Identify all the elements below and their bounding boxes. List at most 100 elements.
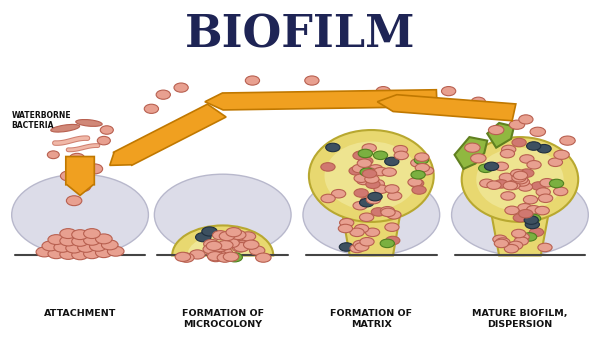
Ellipse shape — [67, 196, 82, 206]
Ellipse shape — [479, 179, 494, 187]
Ellipse shape — [554, 150, 569, 159]
Ellipse shape — [179, 253, 194, 262]
Ellipse shape — [560, 136, 575, 145]
Ellipse shape — [357, 159, 371, 167]
Ellipse shape — [83, 249, 100, 259]
Ellipse shape — [48, 249, 65, 259]
Ellipse shape — [83, 229, 100, 238]
Ellipse shape — [223, 252, 239, 261]
Ellipse shape — [211, 250, 227, 260]
Ellipse shape — [550, 179, 563, 188]
Ellipse shape — [359, 199, 374, 207]
Ellipse shape — [385, 157, 399, 166]
Ellipse shape — [95, 234, 112, 244]
Ellipse shape — [410, 159, 425, 167]
Ellipse shape — [527, 142, 541, 150]
Ellipse shape — [207, 250, 222, 259]
Circle shape — [154, 174, 291, 256]
Ellipse shape — [394, 145, 407, 154]
Ellipse shape — [410, 179, 424, 187]
Circle shape — [11, 174, 148, 256]
Ellipse shape — [51, 125, 80, 132]
Ellipse shape — [518, 209, 533, 218]
Ellipse shape — [358, 149, 373, 158]
Ellipse shape — [386, 236, 400, 245]
Ellipse shape — [77, 242, 94, 252]
Ellipse shape — [387, 211, 401, 219]
Ellipse shape — [354, 151, 368, 159]
Ellipse shape — [321, 194, 335, 203]
Ellipse shape — [325, 141, 418, 210]
Ellipse shape — [47, 151, 59, 159]
Ellipse shape — [512, 173, 526, 182]
Ellipse shape — [353, 240, 367, 249]
Ellipse shape — [208, 252, 223, 261]
Ellipse shape — [54, 242, 71, 252]
Ellipse shape — [515, 178, 530, 186]
Ellipse shape — [493, 235, 507, 243]
Ellipse shape — [509, 120, 524, 129]
Ellipse shape — [107, 246, 124, 256]
Ellipse shape — [548, 158, 563, 167]
Polygon shape — [340, 202, 402, 256]
Ellipse shape — [101, 240, 118, 250]
Text: MATURE BIOFILM,
DISPERSION: MATURE BIOFILM, DISPERSION — [472, 308, 568, 329]
Ellipse shape — [156, 90, 170, 99]
Ellipse shape — [412, 186, 426, 194]
Ellipse shape — [365, 175, 379, 183]
Ellipse shape — [368, 165, 383, 173]
Ellipse shape — [230, 230, 246, 239]
Ellipse shape — [394, 151, 409, 160]
Wedge shape — [187, 234, 258, 256]
Ellipse shape — [503, 181, 517, 190]
Ellipse shape — [362, 168, 377, 176]
Ellipse shape — [60, 250, 76, 260]
Ellipse shape — [535, 206, 550, 215]
Ellipse shape — [488, 125, 504, 135]
Ellipse shape — [537, 144, 551, 153]
Ellipse shape — [331, 190, 346, 198]
Ellipse shape — [208, 252, 224, 262]
Ellipse shape — [373, 151, 388, 159]
Ellipse shape — [500, 149, 515, 158]
Ellipse shape — [36, 247, 53, 257]
Ellipse shape — [362, 173, 376, 181]
Ellipse shape — [515, 233, 529, 241]
Ellipse shape — [494, 162, 508, 171]
Ellipse shape — [355, 243, 369, 251]
Ellipse shape — [219, 232, 235, 241]
Ellipse shape — [508, 173, 523, 182]
Ellipse shape — [359, 213, 374, 222]
Ellipse shape — [360, 238, 374, 246]
Ellipse shape — [512, 138, 526, 147]
Ellipse shape — [368, 192, 382, 201]
Ellipse shape — [385, 185, 399, 193]
Ellipse shape — [509, 241, 523, 250]
Ellipse shape — [353, 201, 367, 210]
Ellipse shape — [540, 178, 554, 187]
Ellipse shape — [471, 97, 485, 106]
Ellipse shape — [338, 224, 353, 233]
Ellipse shape — [217, 253, 233, 262]
Polygon shape — [205, 90, 437, 110]
Text: BIOFILM: BIOFILM — [185, 13, 415, 56]
Ellipse shape — [514, 237, 529, 245]
Ellipse shape — [42, 241, 59, 251]
Polygon shape — [66, 157, 94, 195]
Ellipse shape — [362, 144, 376, 152]
Ellipse shape — [256, 253, 271, 262]
Ellipse shape — [89, 241, 106, 251]
Ellipse shape — [380, 206, 395, 215]
Ellipse shape — [61, 171, 76, 181]
Ellipse shape — [511, 169, 525, 178]
Ellipse shape — [476, 148, 563, 211]
Ellipse shape — [227, 253, 242, 262]
Ellipse shape — [530, 127, 545, 136]
Ellipse shape — [235, 241, 250, 250]
Ellipse shape — [411, 171, 425, 179]
Ellipse shape — [203, 244, 218, 254]
Ellipse shape — [72, 237, 88, 246]
Ellipse shape — [353, 151, 367, 160]
Ellipse shape — [374, 167, 388, 176]
Ellipse shape — [554, 187, 568, 196]
